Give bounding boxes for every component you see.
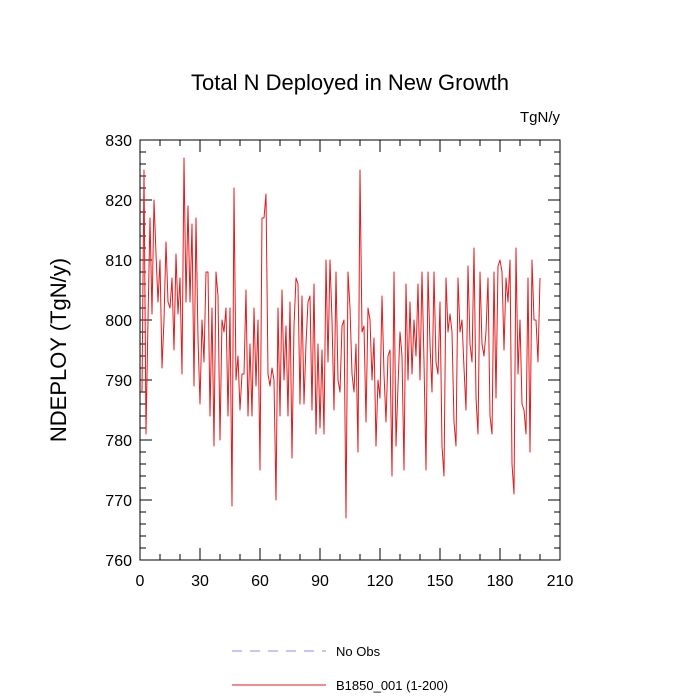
y-tick-label: 800 — [105, 313, 132, 330]
series-layer — [141, 157, 541, 519]
x-tick-label: 0 — [136, 573, 145, 590]
legend-label-no-obs: No Obs — [336, 644, 381, 659]
x-tick-labels: 0 30 60 90 120 150 180 210 — [136, 573, 574, 590]
plot-frame — [139, 139, 561, 561]
y-axis-label: NDEPLOY (TgN/y) — [46, 258, 71, 442]
y-tick-label: 790 — [105, 373, 132, 390]
y-tick-label: 820 — [105, 193, 132, 210]
x-tick-label: 180 — [487, 573, 514, 590]
y-tick-label: 810 — [105, 253, 132, 270]
units-label: TgN/y — [520, 109, 561, 126]
y-tick-label: 830 — [105, 133, 132, 150]
series-line-b1850-001 — [141, 157, 541, 519]
x-tick-label: 90 — [311, 573, 329, 590]
x-tick-label: 210 — [547, 573, 574, 590]
y-tick-labels: 760 770 780 790 800 810 820 830 — [105, 133, 132, 570]
axis-ticks — [139, 139, 561, 561]
legend-label-b1850: B1850_001 (1-200) — [336, 678, 448, 693]
y-tick-label: 770 — [105, 493, 132, 510]
y-tick-label: 780 — [105, 433, 132, 450]
x-tick-label: 120 — [367, 573, 394, 590]
x-tick-label: 30 — [191, 573, 209, 590]
x-tick-label: 150 — [427, 573, 454, 590]
legend: No Obs B1850_001 (1-200) — [232, 644, 448, 693]
y-tick-label: 760 — [105, 553, 132, 570]
chart-title: Total N Deployed in New Growth — [191, 70, 509, 95]
x-tick-label: 60 — [251, 573, 269, 590]
